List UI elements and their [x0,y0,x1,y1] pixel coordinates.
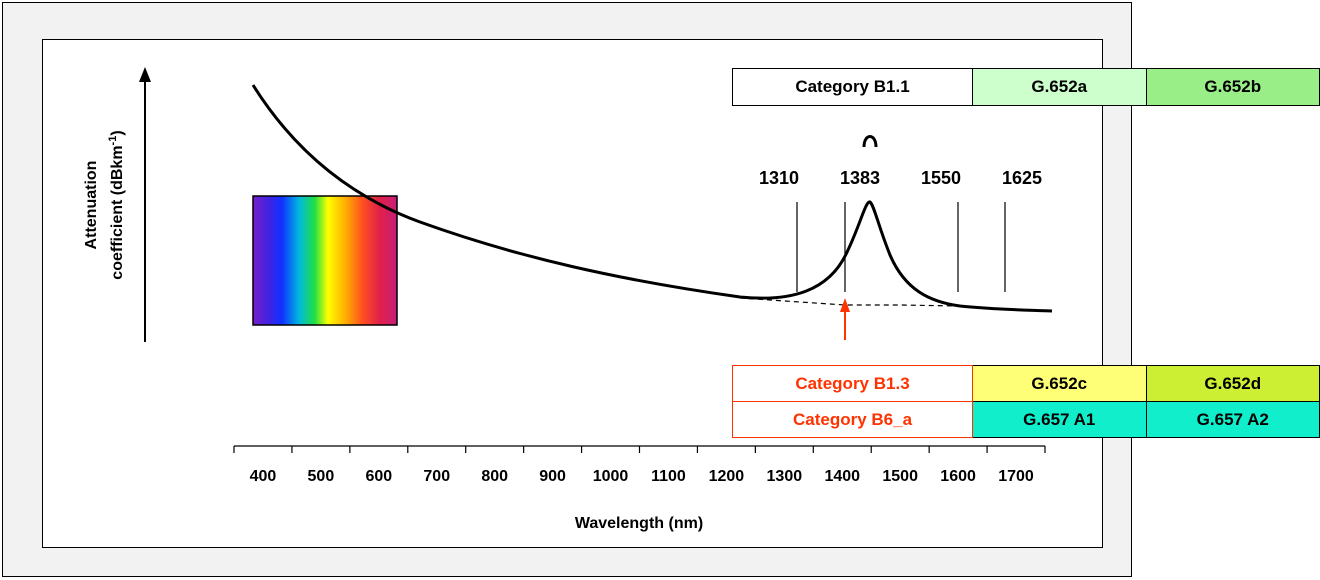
x-axis-tick-label: 800 [481,468,508,485]
attenuation-curve [251,84,1053,313]
b13-pointer-arrowhead [840,298,850,312]
plot-panel [42,39,1103,548]
marker-label-1383: 1383 [840,168,880,188]
x-axis-ticks [233,446,1046,453]
category-b13-label: Category B1.3 [732,365,973,402]
x-axis-tick-labels: 400 500 600 700 800 900 1000 1100 1200 1300 1400 15… [250,468,1034,485]
category-b6a-row: Category B6_a G.657 A1 G.657 A2 [732,401,1320,438]
x-axis-tick-label: 500 [308,468,335,485]
category-b11-table: Category B1.1 G.652a G.652b [732,68,1320,106]
visible-spectrum-box [252,195,398,326]
x-axis-label: Wavelength (nm) [575,515,703,532]
marker-label-1310: 1310 [759,168,799,188]
category-b11-label: Category B1.1 [732,68,973,106]
g657a1-cell: G.657 A1 [972,401,1147,438]
marker-label-1625: 1625 [1002,168,1042,188]
x-axis-tick-label: 600 [365,468,392,485]
g652a-cell: G.652a [972,68,1147,106]
g652c-cell: G.652c [972,365,1147,402]
y-axis-arrowhead [139,67,151,82]
x-axis-tick-label: 1700 [998,468,1034,485]
x-axis-tick-label: 900 [539,468,566,485]
category-b13-row: Category B1.3 G.652c G.652d [732,365,1320,402]
y-axis-label-line1: Attenuation [83,161,100,250]
x-axis-tick-label: 700 [423,468,450,485]
x-axis-tick-label: 1400 [824,468,860,485]
x-axis-tick-label: 1100 [651,468,686,485]
y-axis-label-line2: coefficient (dBkm-1) [107,130,126,279]
x-axis-tick-label: 1000 [593,468,629,485]
low-water-peak-baseline [739,297,961,307]
x-axis-tick-label: 1300 [767,468,803,485]
x-axis-tick-label: 1600 [940,468,976,485]
g652b-cell: G.652b [1145,68,1320,106]
x-axis-tick-label: 1200 [709,468,745,485]
category-b6a-label: Category B6_a [732,401,973,438]
category-b11-row: Category B1.1 G.652a G.652b [732,68,1320,106]
g657a2-cell: G.657 A2 [1145,401,1320,438]
g652d-cell: G.652d [1145,365,1320,402]
water-peak-tip [862,135,878,148]
x-axis-tick-label: 1500 [882,468,918,485]
category-b13-table: Category B1.3 G.652c G.652d Category B6_… [732,365,1320,438]
marker-label-1550: 1550 [921,168,961,188]
x-axis-tick-label: 400 [250,468,277,485]
